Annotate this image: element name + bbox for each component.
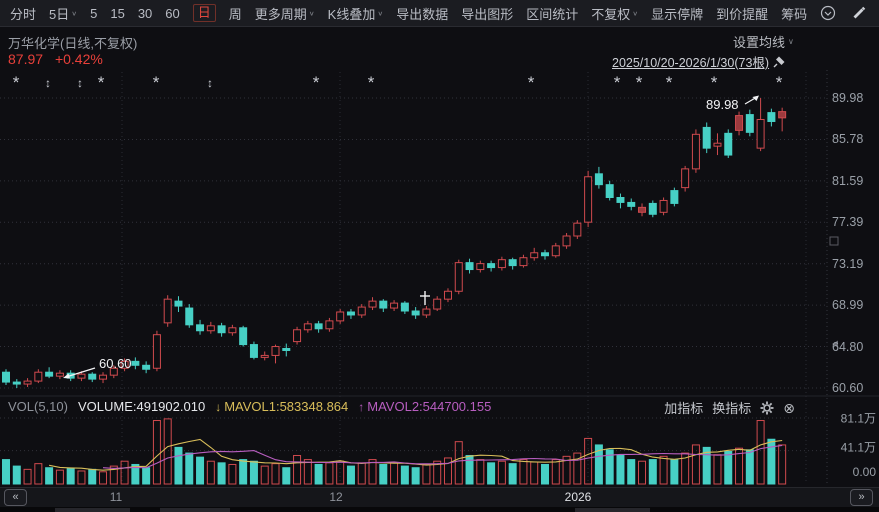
ma-settings-button[interactable]: 设置均线 ∨ (733, 35, 794, 50)
event-star-icon: * (775, 73, 783, 92)
volume-axis-label: 81.1万 (840, 411, 876, 426)
svg-text:89.98: 89.98 (706, 97, 739, 112)
vol-indicator-label: VOL(5,10) (8, 399, 68, 414)
mavol1-value: MAVOL1:583348.864 (224, 399, 349, 414)
pin-icon[interactable] (773, 55, 786, 68)
chevron-down-icon: ∨ (632, 9, 639, 17)
event-star-icon: * (152, 73, 160, 92)
event-star-icon: * (613, 73, 621, 92)
svg-text:60.60: 60.60 (99, 356, 132, 371)
event-star-icon: * (367, 73, 375, 92)
toolbar-item-5day[interactable]: 5日 ∨ (49, 6, 78, 22)
price-axis-label: 89.98 (832, 91, 864, 105)
volume-indicator-header: VOL(5,10) VOLUME:491902.010 ↓ MAVOL1:583… (0, 398, 879, 416)
toolbar-item-export-image[interactable]: 导出图形 (461, 6, 514, 22)
chevron-down-icon: ∨ (377, 9, 384, 17)
event-star-icon: * (12, 73, 20, 92)
time-axis-scrollbar[interactable]: « 11 12 2026 » (0, 487, 879, 507)
quote-row: 87.97 +0.42% (8, 51, 111, 67)
time-axis-label: 2026 (564, 490, 592, 504)
price-axis-label: 73.19 (832, 256, 864, 271)
price-axis-label: 64.80 (832, 339, 864, 354)
price-axis-label: 68.99 (832, 298, 864, 313)
down-arrow-icon: ↓ (215, 399, 222, 414)
toolbar-item-range-stats[interactable]: 区间统计 (526, 6, 579, 22)
price-axis-label: 60.60 (832, 381, 864, 395)
scroll-right-button[interactable]: » (850, 489, 873, 506)
mavol2-value: MAVOL2:544700.155 (367, 399, 492, 414)
event-updown-icon: ↕ (207, 76, 213, 90)
event-star-icon: * (312, 73, 320, 92)
brush-icon[interactable] (851, 6, 866, 21)
toolbar-item-15min[interactable]: 15 (110, 5, 125, 21)
toolbar-item-more-periods[interactable]: 更多周期 ∨ (254, 6, 315, 22)
toolbar-item-60min[interactable]: 60 (165, 5, 180, 21)
volume-value: VOLUME:491902.010 (77, 399, 206, 414)
event-star-icon: * (665, 73, 673, 92)
taskbar-strip (0, 507, 879, 512)
collapse-circle-icon[interactable] (820, 5, 836, 21)
price-axis-label: 81.59 (832, 173, 864, 188)
top-toolbar: 分时 5日 ∨ 5 15 30 60 日 周 更多周期 ∨ K线叠加 ∨ 导出数据 导… (0, 0, 879, 27)
gear-icon[interactable] (760, 401, 774, 415)
event-star-icon: * (635, 73, 643, 92)
price-change-percent: +0.42% (54, 51, 103, 67)
toolbar-item-chips[interactable]: 筹码 (781, 6, 808, 22)
toolbar-item-daily[interactable]: 日 (192, 4, 216, 22)
switch-indicator-button[interactable]: 换指标 (712, 401, 752, 416)
toolbar-item-30min[interactable]: 30 (137, 5, 153, 21)
date-range-link[interactable]: 2025/10/20-2026/1/30(73根) (612, 56, 770, 70)
chevron-down-icon: ∨ (71, 9, 78, 17)
price-axis-label: 85.78 (832, 132, 864, 147)
add-indicator-button[interactable]: 加指标 (664, 401, 704, 416)
chevron-down-icon: ∨ (308, 9, 315, 17)
toolbar-item-5min[interactable]: 5 (90, 5, 98, 21)
up-arrow-icon: ↑ (358, 399, 365, 414)
toolbar-item-adjustment[interactable]: 不复权 ∨ (591, 6, 639, 22)
event-star-icon: * (710, 73, 718, 92)
event-updown-icon: ↕ (77, 76, 83, 90)
close-indicator-icon[interactable]: ⊗ (783, 399, 795, 416)
volume-axis-label: 41.1万 (840, 440, 876, 455)
toolbar-item-weekly[interactable]: 周 (228, 6, 242, 22)
time-axis-label: 11 (109, 490, 123, 504)
chevron-down-icon: ∨ (788, 37, 794, 46)
last-price: 87.97 (8, 51, 44, 67)
chart-title: 万华化学(日线,不复权) (8, 36, 138, 51)
event-star-icon: * (97, 73, 105, 92)
toolbar-item-export-data[interactable]: 导出数据 (396, 6, 449, 22)
price-axis-label: 77.39 (832, 215, 864, 230)
time-axis-label: 12 (329, 490, 343, 504)
event-star-icon: * (527, 73, 535, 92)
toolbar-item-show-suspended[interactable]: 显示停牌 (651, 6, 704, 22)
toolbar-item-kline-overlay[interactable]: K线叠加 ∨ (327, 6, 384, 22)
volume-axis-label: 0.00 (852, 465, 876, 479)
scroll-left-button[interactable]: « (4, 489, 27, 506)
toolbar-item-price-alert[interactable]: 到价提醒 (716, 6, 769, 22)
event-updown-icon: ↕ (45, 76, 51, 90)
toolbar-item-minute[interactable]: 分时 (10, 6, 37, 22)
